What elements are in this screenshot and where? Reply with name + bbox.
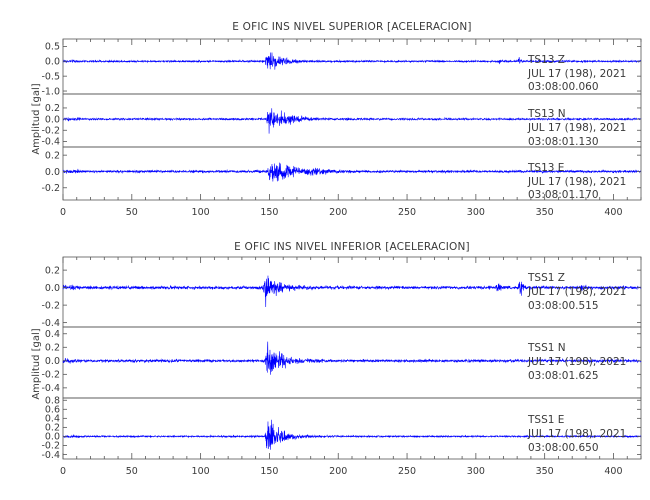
trace-top-n-ytick-label: 0.0 [45, 114, 60, 125]
trace-top-n-station: TS13 N [527, 108, 566, 120]
trace-bottom-e-ytick-label: 0.6 [45, 405, 60, 416]
trace-bottom-z: 0.2 0.0 -0.2 -0.4 TSS1 Z JUL 17 (198), 2021… [41, 256, 642, 329]
trace-top-z-y-ticks: 0.5 0.0 -0.5 -1.0 [41, 42, 641, 97]
panel-bottom-xtick-label: 100 [192, 466, 210, 477]
trace-top-z: 0.5 0.0 -0.5 -1.0 TS13 Z JUL 17 (198), 2021… [41, 38, 642, 97]
trace-bottom-z-y-ticks: 0.2 0.0 -0.2 -0.4 [41, 265, 641, 329]
trace-bottom-z-ytick-label: 0.0 [45, 283, 60, 294]
trace-top-z-station: TS13 Z [527, 54, 565, 66]
trace-bottom-n-waveform [62, 341, 642, 375]
panel-bottom-xtick-label: 400 [604, 466, 622, 477]
trace-bottom-z-station: TSS1 Z [527, 272, 565, 284]
trace-top-e-date: JUL 17 (198), 2021 [527, 176, 626, 188]
trace-bottom-e-ytick-label: 0.8 [45, 396, 60, 407]
trace-bottom-n-station: TSS1 N [527, 342, 566, 354]
panel-top-xtick-label: 400 [604, 207, 622, 218]
trace-bottom-z-waveform [62, 275, 642, 308]
panel-bottom-xtick-label: 250 [398, 466, 416, 477]
trace-top-z-waveform [62, 52, 642, 70]
panel-bottom-xtick-label: 350 [536, 466, 554, 477]
trace-bottom-e-ytick-label: 0.0 [45, 432, 60, 443]
panel-bottom-xtick-label: 300 [467, 466, 485, 477]
trace-top-e-ytick-label: -0.2 [41, 183, 60, 194]
panel-top-xtick-label: 350 [536, 207, 554, 218]
trace-bottom-n-ytick-label: 0.0 [45, 356, 60, 367]
panel-bottom-x-axis: 0 50 100 150 200 250 300 350 400 [60, 257, 642, 477]
trace-top-z-date: JUL 17 (198), 2021 [527, 68, 626, 80]
trace-bottom-e-ytick-label: -0.4 [41, 450, 60, 461]
panel-top-xtick-label: 150 [260, 207, 278, 218]
trace-bottom-e-ytick-label: 0.2 [45, 423, 60, 434]
trace-bottom-z-ytick-label: -0.2 [41, 300, 60, 311]
panel-bottom-xtick-label: 0 [60, 466, 66, 477]
trace-top-n-date: JUL 17 (198), 2021 [527, 122, 626, 134]
panel-top-xtick-label: 50 [126, 207, 138, 218]
panel-bottom-ylabel: Amplitud [gal] [31, 328, 42, 399]
trace-bottom-e: 0.80.60.40.20.0-0.2-0.4 TSS1 E JUL 17 (1… [41, 396, 642, 461]
trace-bottom-n-ytick-label: -0.2 [41, 370, 60, 381]
trace-top-z-ytick-label: 0.0 [45, 57, 60, 68]
trace-bottom-e-time: 03:08:00.650 [528, 442, 599, 454]
trace-top-n-ytick-label: 0.2 [45, 103, 60, 114]
trace-top-n-waveform [62, 108, 642, 134]
trace-top-z-ytick-label: -0.5 [41, 71, 60, 82]
trace-bottom-n-ytick-label: -0.4 [41, 383, 60, 394]
trace-bottom-e-station: TSS1 E [527, 414, 564, 426]
trace-bottom-n-ytick-label: 0.4 [45, 329, 60, 340]
panel-top-ylabel: Amplitud [gal] [31, 83, 42, 154]
panel-top-xtick-label: 0 [60, 207, 66, 218]
trace-bottom-e-waveform [62, 419, 642, 450]
trace-bottom-e-ytick-label: 0.4 [45, 414, 60, 425]
trace-top-e: 0.2 0.0 -0.2 TS13 E JUL 17 (198), 2021 03:… [41, 146, 642, 201]
panel-top-xtick-label: 100 [192, 207, 210, 218]
trace-bottom-e-y-ticks: 0.80.60.40.20.0-0.2-0.4 [41, 396, 641, 461]
panel-bottom-xtick-label: 150 [260, 466, 278, 477]
trace-top-e-waveform [62, 162, 642, 182]
trace-top-e-y-ticks: 0.2 0.0 -0.2 [41, 150, 641, 194]
panel-bottom-xtick-label: 200 [329, 466, 347, 477]
panel-top-xtick-label: 250 [398, 207, 416, 218]
trace-bottom-z-ytick-label: 0.2 [45, 265, 60, 276]
trace-top-e-time: 03:08:01.170 [528, 189, 599, 201]
trace-top-n-time: 03:08:01.130 [528, 136, 599, 148]
trace-top-n-ytick-label: -0.4 [41, 137, 60, 148]
trace-top-e-ytick-label: 0.0 [45, 167, 60, 178]
panel-bottom-title: E OFIC INS NIVEL INFERIOR [ACELERACION] [234, 241, 470, 253]
panel-top-xtick-label: 300 [467, 207, 485, 218]
trace-bottom-n-date: JUL 17 (198), 2021 [527, 356, 626, 368]
panel-top-x-axis: 0 50 100 150 200 250 300 350 400 [60, 39, 642, 218]
panel-top: E OFIC INS NIVEL SUPERIOR [ACELERACION] … [31, 21, 642, 218]
trace-top-z-ytick-label: 0.5 [45, 42, 60, 53]
trace-bottom-e-ytick-label: -0.2 [41, 441, 60, 452]
trace-top-z-ytick-label: -1.0 [41, 86, 60, 97]
trace-top-e-ytick-label: 0.2 [45, 150, 60, 161]
trace-top-n: 0.20.0-0.2-0.4 TS13 N JUL 17 (198), 2021… [41, 93, 642, 148]
trace-bottom-n: 0.4 0.2 0.0 -0.2 -0.4 TSS1 N JUL 17 (198), 2… [41, 326, 642, 399]
trace-bottom-z-date: JUL 17 (198), 2021 [527, 286, 626, 298]
trace-bottom-n-time: 03:08:01.625 [528, 370, 599, 382]
panel-bottom: E OFIC INS NIVEL INFERIOR [ACELERACION] … [31, 241, 642, 477]
trace-bottom-z-ytick-label: -0.4 [41, 318, 60, 329]
panel-top-xtick-label: 200 [329, 207, 347, 218]
panel-bottom-xtick-label: 50 [126, 466, 138, 477]
trace-bottom-n-ytick-label: 0.2 [45, 343, 60, 354]
trace-top-e-station: TS13 E [527, 162, 564, 174]
panel-top-title: E OFIC INS NIVEL SUPERIOR [ACELERACION] [232, 21, 471, 33]
trace-bottom-n-y-ticks: 0.4 0.2 0.0 -0.2 -0.4 [41, 329, 641, 394]
trace-top-z-time: 03:08:00.060 [528, 81, 599, 93]
trace-top-n-y-ticks: 0.20.0-0.2-0.4 [41, 103, 641, 148]
trace-bottom-z-time: 03:08:00.515 [528, 300, 599, 312]
trace-bottom-e-date: JUL 17 (198), 2021 [527, 428, 626, 440]
trace-top-n-ytick-label: -0.2 [41, 126, 60, 137]
